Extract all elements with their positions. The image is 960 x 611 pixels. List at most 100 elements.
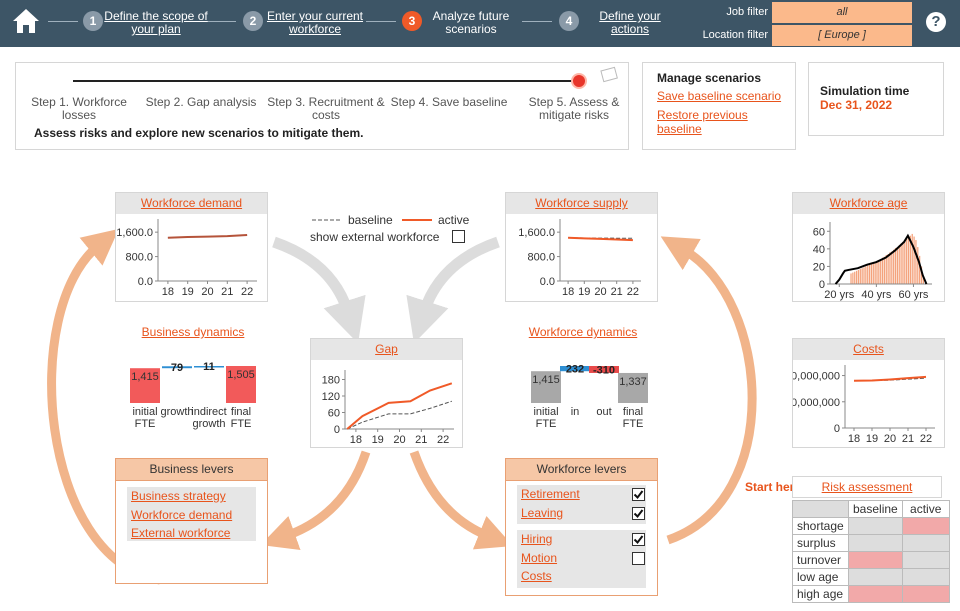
risk-cell (848, 551, 903, 569)
table-header: baseline active (792, 500, 950, 518)
category-label: indirect growth (191, 406, 227, 430)
histogram-bar (920, 266, 923, 284)
checkbox[interactable] (632, 488, 645, 501)
checkbox-frame (632, 506, 645, 520)
check-mark (633, 535, 644, 545)
lever-link[interactable]: Hiring (521, 532, 553, 546)
chart-title[interactable]: Workforce demand (140, 196, 243, 210)
histogram-bar (859, 269, 861, 284)
lever-link[interactable]: Motion (521, 550, 558, 565)
lever-link[interactable]: Workforce demand (131, 507, 233, 522)
histogram-bar (885, 255, 887, 284)
histogram-bar (893, 249, 895, 284)
step-number[interactable]: 4 (559, 11, 579, 31)
histogram-bar (863, 267, 865, 284)
checkbox[interactable] (632, 506, 645, 520)
panel-header: Workforce demand (116, 193, 267, 214)
wizard-panel: Step 1. Workforce losses Step 2. Gap anal… (15, 62, 629, 150)
histogram-bar (880, 259, 882, 284)
column-header: active (901, 500, 950, 518)
wizard-slider[interactable] (16, 63, 628, 93)
chart-title[interactable]: Workforce dynamics (528, 325, 638, 339)
chart-panel: Workforce supply 0.0 800.0 1,600.0 18 19 20 21 2… (505, 192, 658, 302)
help-button[interactable]: ? (926, 12, 946, 32)
lever-link[interactable]: Costs (521, 569, 552, 583)
chart: 1,415 232 -310 1,337 (531, 364, 648, 403)
chart-title[interactable]: Costs (853, 342, 884, 356)
histogram-bar (917, 247, 919, 284)
histogram-bar (906, 238, 908, 284)
y-tick-label: 0.0 (540, 276, 555, 288)
chart-title[interactable]: Gap (375, 342, 398, 356)
histogram-bar (911, 233, 913, 284)
chart: 0.0 800.0 1,600.0 18 19 20 21 22 (518, 219, 641, 298)
x-tick-label: 20 (393, 434, 405, 446)
legend: baseline active show external workforce (310, 213, 470, 244)
x-tick-label: 19 (578, 286, 590, 298)
risk-row: turnover (792, 551, 950, 569)
step-connector (366, 21, 396, 22)
value-label: 232 (566, 364, 584, 376)
lever-link[interactable]: Retirement (521, 487, 580, 501)
waterfall-bar (162, 366, 192, 369)
panel-title: Simulation time (820, 84, 910, 98)
histogram-bar (887, 254, 889, 284)
value-label: -310 (593, 364, 615, 376)
y-tick-label: 180 (322, 375, 340, 387)
slider-knob[interactable] (571, 73, 587, 89)
value-label: 1,415 (532, 374, 560, 386)
lever-link[interactable]: External workforce (131, 526, 231, 540)
step-link[interactable]: Define the scope of your plan (104, 9, 208, 36)
step-link[interactable]: Define your actions (599, 9, 661, 36)
x-tick-label: 18 (162, 286, 174, 298)
series-line (346, 400, 452, 430)
step-number[interactable]: 2 (243, 11, 263, 31)
link[interactable]: Save baseline scenario (657, 89, 782, 103)
x-tick-label: 22 (920, 433, 932, 445)
panel-header: Workforce supply (506, 193, 657, 214)
risk-cell (901, 585, 950, 603)
chart-title[interactable]: Business dynamics (141, 325, 245, 339)
y-tick-label: 0 (834, 423, 840, 435)
lever-link[interactable]: Business strategy (131, 489, 226, 503)
step-link[interactable]: Enter your current workforce (266, 9, 364, 36)
x-tick-label: 19 (372, 434, 384, 446)
home-button[interactable] (12, 8, 40, 34)
series-line (167, 234, 248, 239)
y-tick-label: 60 (328, 408, 340, 420)
checkbox[interactable] (452, 230, 465, 243)
waterfall-bar (618, 372, 648, 403)
lever-group: Business strategy Workforce demand Externa… (127, 487, 256, 541)
y-tick-label: 800.0 (527, 252, 555, 264)
histogram-bar (861, 268, 863, 284)
y-tick-label: 60 (813, 226, 825, 238)
wizard-step: Step 4. Save baseline (390, 95, 508, 109)
histogram-bar (867, 265, 869, 284)
histogram-bar (854, 271, 856, 284)
histogram-bar (889, 252, 891, 284)
checkbox[interactable] (632, 551, 645, 565)
checkbox[interactable] (632, 533, 645, 546)
chart-title[interactable]: Workforce supply (535, 196, 628, 210)
link[interactable]: Restore previous baseline (657, 108, 748, 136)
series-line (853, 375, 927, 382)
filter-value[interactable]: all (772, 2, 912, 23)
histogram-bar (894, 247, 897, 284)
value-label: 1,337 (619, 376, 647, 388)
x-tick-label: 21 (221, 286, 233, 298)
x-tick-label: 40 yrs (861, 289, 891, 301)
checkbox-frame (632, 533, 645, 546)
link[interactable]: Risk assessment (821, 480, 913, 494)
x-tick-label: 19 (182, 286, 194, 298)
lever-group: Hiring Motion Costs (517, 530, 646, 588)
legend-label: active (438, 213, 470, 227)
lever-link[interactable]: Leaving (521, 505, 564, 520)
x-tick-label: 22 (241, 286, 253, 298)
chart-title[interactable]: Workforce age (829, 196, 908, 210)
checkbox-frame (632, 488, 645, 501)
x-tick-label: 20 (884, 433, 896, 445)
business-levers: Business levers Business strategy Workfor… (115, 458, 268, 584)
histogram-bar (855, 270, 858, 284)
step-number[interactable]: 1 (83, 11, 103, 31)
filter-value[interactable]: [ Europe ] (772, 25, 912, 46)
